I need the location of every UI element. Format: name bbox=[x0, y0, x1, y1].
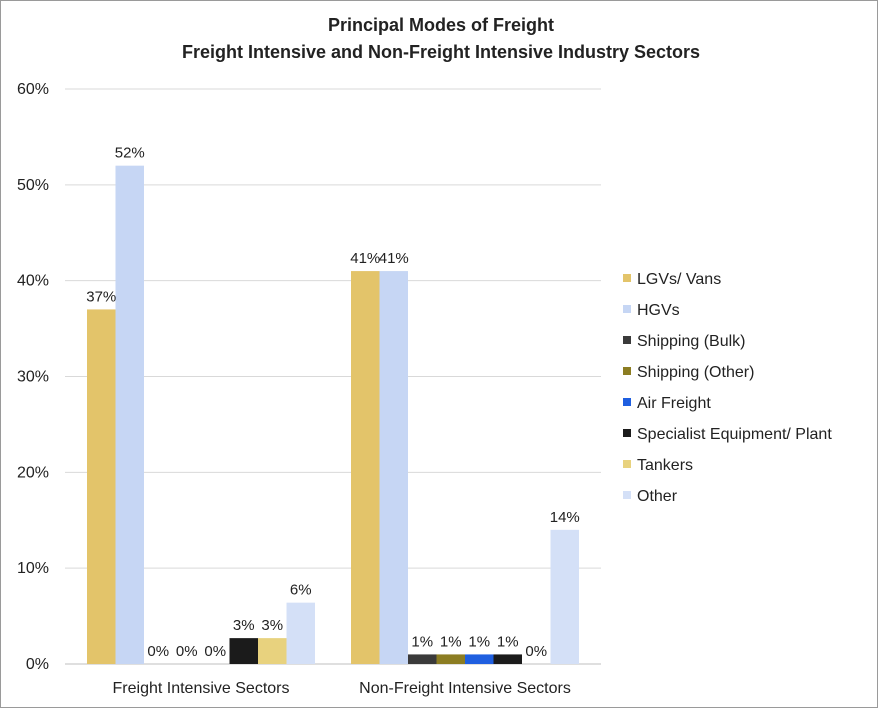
data-label: 1% bbox=[411, 633, 433, 650]
bar bbox=[115, 165, 144, 664]
y-tick-label: 60% bbox=[17, 81, 49, 98]
legend-label: Other bbox=[637, 488, 678, 505]
legend-swatch bbox=[623, 398, 631, 406]
x-axis-categories: Freight Intensive Sectors Non-Freight Int… bbox=[113, 680, 571, 697]
category-label: Freight Intensive Sectors bbox=[113, 680, 290, 697]
data-label: 3% bbox=[261, 617, 283, 634]
data-label: 0% bbox=[204, 643, 226, 660]
data-label: 3% bbox=[233, 617, 255, 634]
legend-swatch bbox=[623, 367, 631, 375]
legend-swatch bbox=[623, 336, 631, 344]
data-label: 41% bbox=[350, 250, 380, 267]
bar bbox=[493, 654, 522, 664]
bars bbox=[87, 165, 579, 664]
legend-swatch bbox=[623, 429, 631, 437]
y-tick-label: 20% bbox=[17, 464, 49, 481]
gridlines bbox=[65, 88, 601, 665]
bar bbox=[436, 654, 465, 664]
legend-swatch bbox=[623, 491, 631, 499]
bar bbox=[286, 602, 315, 664]
bar bbox=[550, 529, 579, 664]
bar bbox=[465, 654, 494, 664]
y-tick-label: 40% bbox=[17, 273, 49, 290]
data-label: 0% bbox=[147, 643, 169, 660]
data-label: 1% bbox=[497, 633, 519, 650]
legend-swatch bbox=[623, 460, 631, 468]
data-label: 37% bbox=[86, 288, 116, 305]
bar bbox=[87, 309, 116, 664]
chart-title-line-2: Freight Intensive and Non-Freight Intens… bbox=[182, 42, 700, 62]
y-tick-label: 10% bbox=[17, 560, 49, 577]
chart-title-line-1: Principal Modes of Freight bbox=[328, 15, 554, 35]
y-tick-label: 0% bbox=[26, 656, 49, 673]
legend-swatch bbox=[623, 274, 631, 282]
legend-label: Shipping (Bulk) bbox=[637, 333, 746, 350]
category-label: Non-Freight Intensive Sectors bbox=[359, 680, 571, 697]
data-label: 14% bbox=[550, 509, 580, 526]
legend-label: Tankers bbox=[637, 457, 693, 474]
y-tick-label: 50% bbox=[17, 177, 49, 194]
legend-label: Shipping (Other) bbox=[637, 364, 754, 381]
data-label: 1% bbox=[440, 633, 462, 650]
bar bbox=[408, 654, 437, 664]
legend-label: LGVs/ Vans bbox=[637, 271, 721, 288]
data-label: 0% bbox=[176, 643, 198, 660]
legend-label: Air Freight bbox=[637, 395, 711, 412]
bar bbox=[379, 271, 408, 664]
bar bbox=[229, 638, 258, 664]
legend-swatch bbox=[623, 305, 631, 313]
data-labels: 37% 52% 0% 0% 0% 3% 3% 6% 41%41% 1% 1% 1% 1% 0% 14% bbox=[86, 145, 580, 660]
legend-label: Specialist Equipment/ Plant bbox=[637, 426, 832, 443]
legend-label: HGVs bbox=[637, 302, 680, 319]
legend: LGVs/ Vans HGVs Shipping (Bulk) Shipping (O… bbox=[623, 271, 832, 505]
data-label: 1% bbox=[468, 633, 490, 650]
data-label: 52% bbox=[115, 145, 145, 162]
y-tick-label: 30% bbox=[17, 369, 49, 386]
data-label: 0% bbox=[525, 643, 547, 660]
data-label: 6% bbox=[290, 582, 312, 599]
bar bbox=[351, 271, 380, 664]
data-label: 41% bbox=[379, 250, 409, 267]
bar bbox=[258, 638, 287, 664]
y-axis-ticks: 0% 10% 20% 30% 40% 50% 60% bbox=[17, 81, 49, 673]
